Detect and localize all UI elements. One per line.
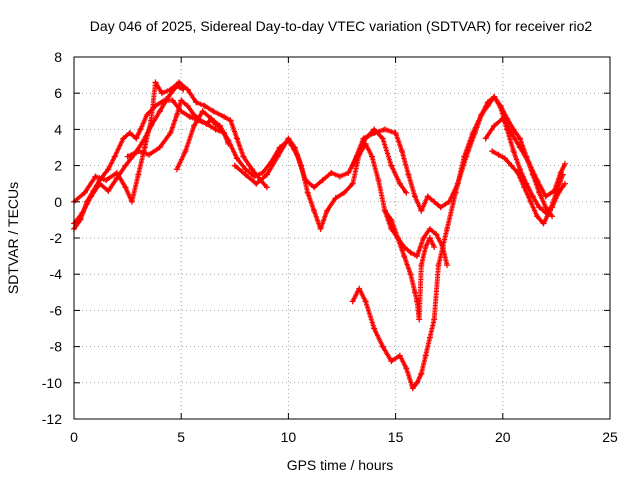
data-point — [318, 226, 324, 232]
data-point — [408, 271, 414, 277]
data-point — [416, 316, 422, 322]
x-tick-label: 5 — [177, 429, 185, 445]
y-tick-label: -8 — [50, 339, 63, 355]
data-point — [511, 148, 517, 154]
x-tick-label: 0 — [70, 429, 78, 445]
data-point — [435, 262, 441, 268]
axis-ticks: 0 5 10 15 20 25 -12 -10 -8 -6 -4 -2 0 2 4 6 8 — [42, 49, 618, 445]
x-tick-label: 25 — [602, 429, 618, 445]
data-point — [431, 316, 437, 322]
y-tick-label: 2 — [54, 158, 62, 174]
data-point — [444, 226, 450, 232]
y-tick-label: 0 — [54, 194, 62, 210]
x-tick-label: 10 — [281, 429, 297, 445]
y-tick-label: -2 — [50, 230, 63, 246]
data-point — [382, 126, 388, 132]
data-point — [418, 262, 424, 268]
data-point — [234, 135, 240, 141]
data-point — [423, 353, 429, 359]
x-axis-label: GPS time / hours — [287, 457, 394, 473]
data-point — [311, 208, 317, 214]
y-tick-label: 4 — [54, 121, 62, 137]
data-point — [427, 335, 433, 341]
data-point — [135, 172, 141, 178]
y-tick-label: -10 — [42, 375, 62, 391]
y-tick-label: -12 — [42, 411, 62, 427]
data-series — [71, 79, 568, 391]
data-point — [375, 177, 381, 183]
data-point — [412, 289, 418, 295]
y-tick-label: 6 — [54, 85, 62, 101]
data-point — [174, 112, 180, 118]
chart-title: Day 046 of 2025, Sidereal Day-to-day VTE… — [90, 18, 593, 34]
data-point — [405, 172, 411, 178]
data-point — [142, 145, 148, 151]
sdtvar-chart: Day 046 of 2025, Sidereal Day-to-day VTE… — [0, 0, 640, 480]
y-tick-label: -4 — [50, 266, 63, 282]
y-tick-label: 8 — [54, 49, 62, 65]
y-axis-label: SDTVAR / TECUs — [5, 182, 21, 294]
x-tick-label: 15 — [388, 429, 404, 445]
data-point — [399, 148, 405, 154]
x-tick-label: 20 — [495, 429, 511, 445]
data-point — [305, 190, 311, 196]
data-point — [444, 262, 450, 268]
data-point — [393, 130, 399, 136]
data-point — [401, 253, 407, 259]
y-tick-label: -6 — [50, 302, 63, 318]
